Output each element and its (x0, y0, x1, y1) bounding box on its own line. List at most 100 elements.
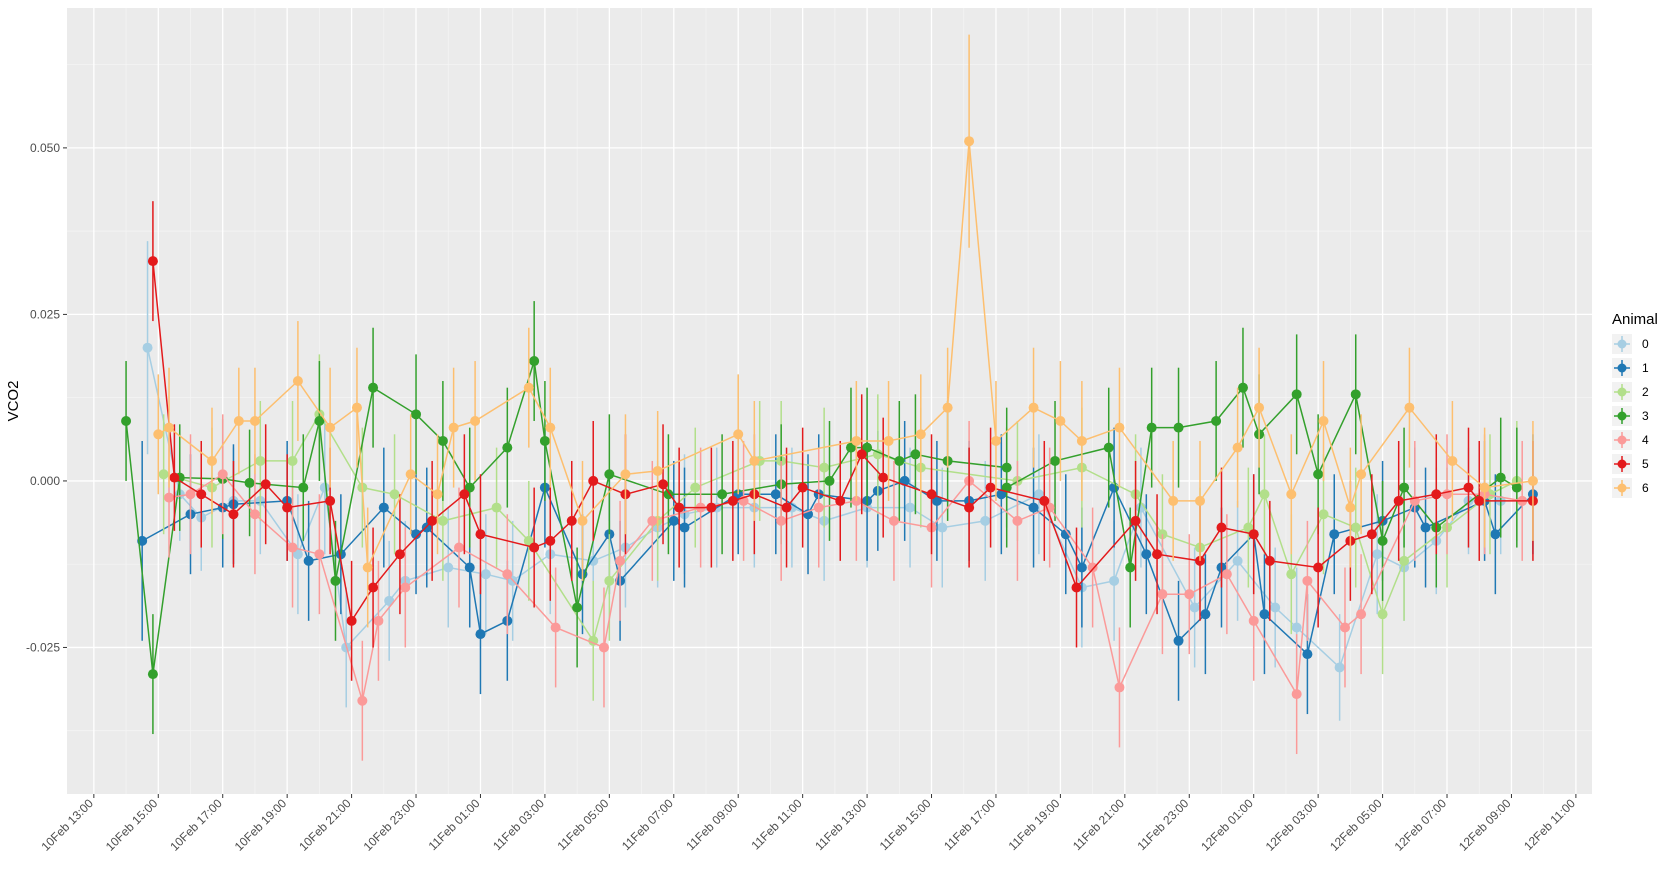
data-point (910, 449, 921, 460)
data-point (249, 509, 260, 520)
data-point (303, 555, 314, 566)
data-point (1447, 455, 1458, 466)
data-point (1302, 649, 1313, 660)
legend-item-6[interactable]: 6 (1612, 478, 1649, 498)
data-point (1028, 502, 1039, 513)
legend-item-3[interactable]: 3 (1612, 406, 1649, 426)
data-point (480, 569, 491, 580)
data-point (502, 569, 513, 580)
data-point (357, 695, 368, 706)
data-point (378, 502, 389, 513)
data-point (1339, 622, 1350, 633)
data-point (888, 515, 899, 526)
data-point (545, 422, 556, 433)
data-point (990, 435, 1001, 446)
series-5 (147, 201, 1538, 681)
data-point (142, 342, 153, 353)
data-point (1152, 549, 1163, 560)
legend-item-0[interactable]: 0 (1612, 334, 1649, 354)
legend-item-4[interactable]: 4 (1612, 430, 1649, 450)
data-point (325, 422, 336, 433)
legend-key-point (1617, 411, 1627, 421)
data-point (282, 502, 293, 513)
data-point (1157, 589, 1168, 600)
data-point (668, 515, 679, 526)
x-tick-label: 11Feb 15:00 (877, 796, 934, 853)
legend-item-5[interactable]: 5 (1612, 454, 1649, 474)
data-point (856, 449, 867, 460)
data-point (647, 515, 658, 526)
data-point (523, 535, 534, 546)
legend-label: 6 (1642, 481, 1649, 495)
data-point (1495, 472, 1506, 483)
legend-key-point (1617, 339, 1627, 349)
data-point (658, 479, 669, 490)
data-point (1071, 582, 1082, 593)
data-point (1237, 382, 1248, 393)
data-point (389, 489, 400, 500)
data-point (1109, 575, 1120, 586)
x-tick-label: 11Feb 11:00 (748, 796, 805, 853)
data-point (1001, 482, 1012, 493)
data-point (572, 602, 583, 613)
legend-item-2[interactable]: 2 (1612, 382, 1649, 402)
data-point (942, 402, 953, 413)
data-point (776, 515, 787, 526)
data-point (813, 502, 824, 513)
data-point (394, 549, 405, 560)
data-point (448, 422, 459, 433)
data-point (604, 469, 615, 480)
x-tick-label: 11Feb 09:00 (683, 796, 740, 853)
data-point (1356, 469, 1367, 480)
data-point (905, 502, 916, 513)
series-layer (121, 34, 1538, 761)
data-point (1184, 589, 1195, 600)
data-point (1431, 489, 1442, 500)
series-line (157, 141, 1534, 568)
data-point (121, 415, 132, 426)
data-point (1399, 555, 1410, 566)
data-point (287, 542, 298, 553)
data-point (314, 549, 325, 560)
data-point (1050, 455, 1061, 466)
data-point (1399, 482, 1410, 493)
plot-panel (67, 8, 1592, 794)
data-point (1527, 475, 1538, 486)
data-point (427, 515, 438, 526)
y-tick-label: -0.025 (26, 640, 60, 654)
data-point (1200, 609, 1211, 620)
data-point (459, 489, 470, 500)
data-point (432, 489, 443, 500)
data-point (1264, 555, 1275, 566)
data-point (491, 502, 502, 513)
data-point (566, 515, 577, 526)
x-tick-label: 11Feb 13:00 (812, 796, 869, 853)
data-point (980, 515, 991, 526)
data-point (1173, 635, 1184, 646)
legend-item-1[interactable]: 1 (1612, 358, 1649, 378)
data-point (1372, 549, 1383, 560)
y-tick-label: 0.000 (30, 474, 60, 488)
data-point (314, 415, 325, 426)
data-point (835, 495, 846, 506)
data-point (706, 502, 717, 513)
x-tick-label: 11Feb 23:00 (1134, 796, 1191, 853)
data-point (228, 509, 239, 520)
x-tick-label: 10Feb 15:00 (103, 796, 161, 854)
data-point (690, 482, 701, 493)
data-point (1055, 415, 1066, 426)
data-point (233, 415, 244, 426)
data-point (330, 575, 341, 586)
legend-label: 4 (1642, 433, 1649, 447)
data-point (598, 642, 609, 653)
data-point (1420, 522, 1431, 533)
legend-key-point (1617, 363, 1627, 373)
data-point (400, 582, 411, 593)
data-point (1232, 442, 1243, 453)
legend[interactable]: Animal 0 1 2 3 4 5 6 (1612, 311, 1658, 498)
data-point (620, 469, 631, 480)
data-point (577, 515, 588, 526)
data-point (1350, 389, 1361, 400)
data-point (1479, 482, 1490, 493)
data-point (545, 535, 556, 546)
